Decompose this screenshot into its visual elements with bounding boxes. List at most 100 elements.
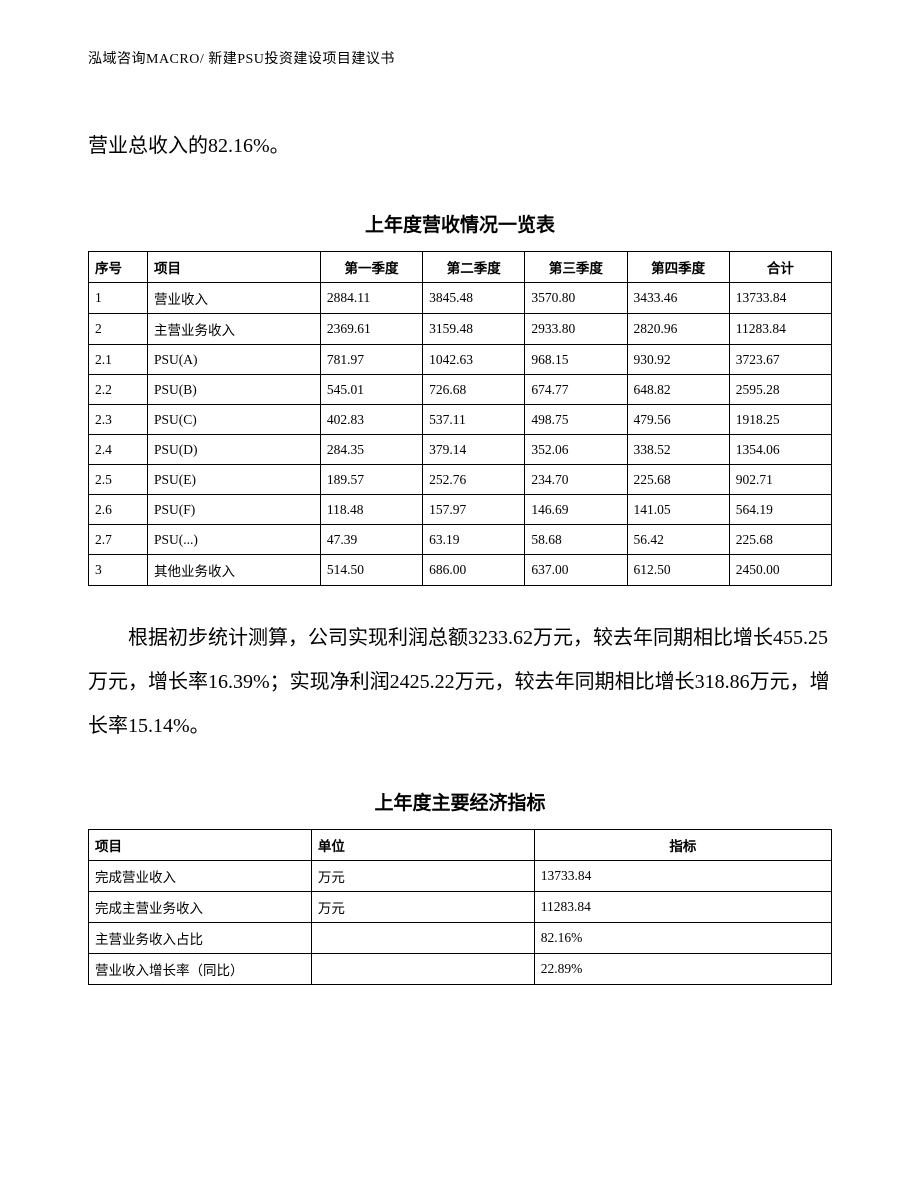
analysis-paragraph: 根据初步统计测算，公司实现利润总额3233.62万元，较去年同期相比增长455.… <box>88 616 832 748</box>
table-cell: 完成营业收入 <box>89 861 312 892</box>
table-cell: 58.68 <box>525 525 627 555</box>
table-cell: 营业收入 <box>147 283 320 314</box>
table-cell: 514.50 <box>320 555 422 586</box>
table-cell: PSU(E) <box>147 465 320 495</box>
table-row: 2.6PSU(F)118.48157.97146.69141.05564.19 <box>89 495 832 525</box>
table-row: 3其他业务收入514.50686.00637.00612.502450.00 <box>89 555 832 586</box>
table-row: 2主营业务收入2369.613159.482933.802820.9611283… <box>89 314 832 345</box>
intro-text: 营业总收入的82.16%。 <box>88 124 832 168</box>
table-cell: 1 <box>89 283 148 314</box>
table-cell: 2820.96 <box>627 314 729 345</box>
table-cell: 13733.84 <box>729 283 831 314</box>
table-cell: PSU(B) <box>147 375 320 405</box>
table-cell: PSU(F) <box>147 495 320 525</box>
table-cell: 968.15 <box>525 345 627 375</box>
table-cell: 3159.48 <box>423 314 525 345</box>
table-cell: 万元 <box>311 861 534 892</box>
table-cell: 3570.80 <box>525 283 627 314</box>
table-cell: 11283.84 <box>729 314 831 345</box>
table-cell: 2.7 <box>89 525 148 555</box>
table-cell: 63.19 <box>423 525 525 555</box>
table-cell: 2.5 <box>89 465 148 495</box>
table-cell: 157.97 <box>423 495 525 525</box>
table-row: 2.5PSU(E)189.57252.76234.70225.68902.71 <box>89 465 832 495</box>
table-cell: 2 <box>89 314 148 345</box>
table-row: 主营业务收入占比82.16% <box>89 923 832 954</box>
table-cell: PSU(...) <box>147 525 320 555</box>
table-cell: 2450.00 <box>729 555 831 586</box>
table-cell: 1354.06 <box>729 435 831 465</box>
table-cell: 781.97 <box>320 345 422 375</box>
table-cell: 2.6 <box>89 495 148 525</box>
col-project: 项目 <box>89 830 312 861</box>
table-cell: 648.82 <box>627 375 729 405</box>
table2-title: 上年度主要经济指标 <box>88 788 832 815</box>
table-cell: 3433.46 <box>627 283 729 314</box>
table-cell: 22.89% <box>534 954 831 985</box>
table-cell: 234.70 <box>525 465 627 495</box>
table-cell: 3723.67 <box>729 345 831 375</box>
indicator-table: 项目 单位 指标 完成营业收入万元13733.84完成主营业务收入万元11283… <box>88 829 832 985</box>
table-cell: 225.68 <box>729 525 831 555</box>
col-q1: 第一季度 <box>320 252 422 283</box>
table-row: 完成主营业务收入万元11283.84 <box>89 892 832 923</box>
table-cell <box>311 923 534 954</box>
table-row: 2.7PSU(...)47.3963.1958.6856.42225.68 <box>89 525 832 555</box>
table-cell: 284.35 <box>320 435 422 465</box>
table-cell: 11283.84 <box>534 892 831 923</box>
table-cell: 498.75 <box>525 405 627 435</box>
page-header: 泓域咨询MACRO/ 新建PSU投资建设项目建议书 <box>88 48 832 68</box>
table-header-row: 序号 项目 第一季度 第二季度 第三季度 第四季度 合计 <box>89 252 832 283</box>
table-cell: 营业收入增长率（同比） <box>89 954 312 985</box>
col-q2: 第二季度 <box>423 252 525 283</box>
table-cell: 479.56 <box>627 405 729 435</box>
table-cell: 686.00 <box>423 555 525 586</box>
col-item: 项目 <box>147 252 320 283</box>
table-cell: 379.14 <box>423 435 525 465</box>
table-cell: 2884.11 <box>320 283 422 314</box>
table-cell: PSU(C) <box>147 405 320 435</box>
table-cell: 118.48 <box>320 495 422 525</box>
table1-title: 上年度营收情况一览表 <box>88 210 832 237</box>
table-cell: 82.16% <box>534 923 831 954</box>
table-cell: 930.92 <box>627 345 729 375</box>
table-cell: 564.19 <box>729 495 831 525</box>
table-cell: 2369.61 <box>320 314 422 345</box>
col-q4: 第四季度 <box>627 252 729 283</box>
table-cell: 3845.48 <box>423 283 525 314</box>
table-cell: 万元 <box>311 892 534 923</box>
table-row: 2.3PSU(C)402.83537.11498.75479.561918.25 <box>89 405 832 435</box>
table-cell: 56.42 <box>627 525 729 555</box>
table-cell: 2.3 <box>89 405 148 435</box>
table-cell: 146.69 <box>525 495 627 525</box>
table-cell: 2933.80 <box>525 314 627 345</box>
table-cell: 537.11 <box>423 405 525 435</box>
col-indicator: 指标 <box>534 830 831 861</box>
table-row: 2.4PSU(D)284.35379.14352.06338.521354.06 <box>89 435 832 465</box>
table-cell: 1042.63 <box>423 345 525 375</box>
revenue-table: 序号 项目 第一季度 第二季度 第三季度 第四季度 合计 1营业收入2884.1… <box>88 251 832 586</box>
table-cell: 2.4 <box>89 435 148 465</box>
table-cell: 352.06 <box>525 435 627 465</box>
table-cell: 2595.28 <box>729 375 831 405</box>
table-cell: 完成主营业务收入 <box>89 892 312 923</box>
table-cell: 402.83 <box>320 405 422 435</box>
table-cell <box>311 954 534 985</box>
table-cell: 主营业务收入 <box>147 314 320 345</box>
table-cell: 47.39 <box>320 525 422 555</box>
table-cell: 674.77 <box>525 375 627 405</box>
table-cell: 612.50 <box>627 555 729 586</box>
table-cell: 225.68 <box>627 465 729 495</box>
table-cell: 252.76 <box>423 465 525 495</box>
table-cell: PSU(D) <box>147 435 320 465</box>
col-q3: 第三季度 <box>525 252 627 283</box>
table-row: 1营业收入2884.113845.483570.803433.4613733.8… <box>89 283 832 314</box>
table-cell: 189.57 <box>320 465 422 495</box>
table-cell: 726.68 <box>423 375 525 405</box>
col-seq: 序号 <box>89 252 148 283</box>
table-header-row: 项目 单位 指标 <box>89 830 832 861</box>
table-cell: 637.00 <box>525 555 627 586</box>
table-row: 完成营业收入万元13733.84 <box>89 861 832 892</box>
table-cell: 338.52 <box>627 435 729 465</box>
table-cell: 902.71 <box>729 465 831 495</box>
